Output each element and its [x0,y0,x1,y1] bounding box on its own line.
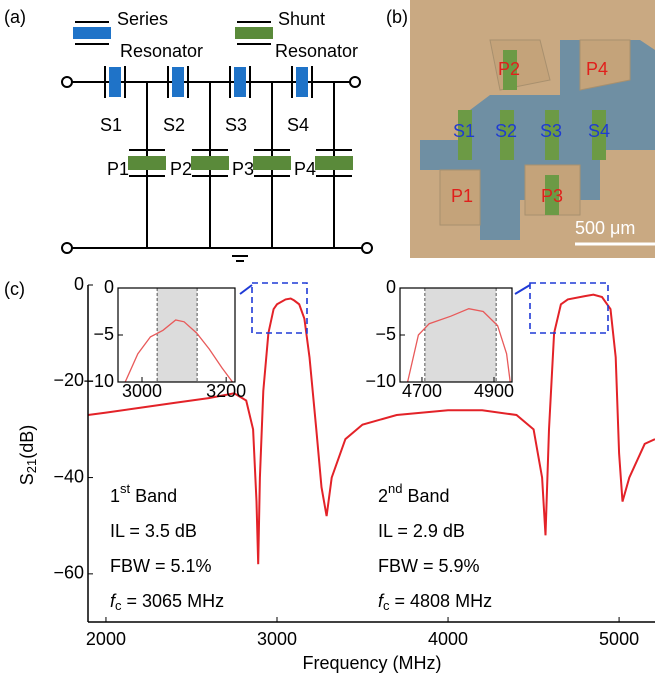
y-tick-label: −5 [93,324,114,344]
y-tick-label: −60 [53,563,84,583]
series-resonator [296,67,308,97]
shunt-resonator [191,156,229,170]
shunt-label: P4 [294,159,316,179]
y-tick-label: −40 [53,466,84,486]
micrograph-label: P1 [451,186,473,206]
annotation-part: Band [402,486,449,506]
annotation-part: Band [130,486,177,506]
series-label: S2 [163,115,185,135]
passband-shade [157,288,197,382]
y-tick-label: −5 [375,324,396,344]
annotation: FBW = 5.1% [110,556,212,576]
series-label: S3 [225,115,247,135]
micrograph-label: S2 [495,121,517,141]
annotation: fc = 4808 MHz [378,591,492,614]
annotation-part: = 4808 MHz [390,591,493,611]
shunt-resonator [253,156,291,170]
annotation-part: 1 [110,486,120,506]
zoom-box [530,283,608,333]
legend-text: Series [117,9,168,29]
shunt-resonator [315,156,353,170]
y-tick-label: 0 [74,274,84,294]
legend-text: Resonator [120,41,203,61]
annotation-part: nd [388,481,402,496]
y-tick-label: −10 [83,371,114,391]
micrograph-label: S1 [453,121,475,141]
y-tick-label: −20 [53,370,84,390]
figure: (a) Series Resonator Shunt Resonator (b)… [0,0,655,682]
shunt-label: P3 [232,159,254,179]
micrograph-label: S3 [540,121,562,141]
panel-label: (b) [386,7,408,27]
panel-label: (a) [4,7,26,27]
series-resonator [172,67,184,97]
shunt-label: P2 [170,159,192,179]
x-tick-label: 3200 [206,381,246,401]
shunt-label: P1 [107,159,129,179]
x-tick-label: 4700 [402,381,442,401]
micrograph-label: P2 [498,59,520,79]
y-axis-label: S21(dB) [17,425,40,486]
annotation-part: st [120,481,131,496]
micrograph-label: P3 [541,186,563,206]
zoom-arrow [240,285,252,294]
panel-label: (c) [4,279,25,299]
annotation: 2nd Band [378,481,450,505]
series-resonator [234,67,246,97]
x-tick-label: 3000 [122,381,162,401]
annotation: IL = 2.9 dB [378,521,465,541]
legend-text: Resonator [275,41,358,61]
x-tick-label: 3000 [257,629,297,649]
scale-bar-label: 500 μm [575,218,635,238]
passband-shade [425,288,496,382]
x-tick-label: 5000 [599,629,639,649]
annotation: FBW = 5.9% [378,556,480,576]
micrograph-label: S4 [588,121,610,141]
zoom-box [252,283,307,333]
annotation: fc = 3065 MHz [110,591,224,614]
x-tick-label: 4000 [428,629,468,649]
annotation-part: 2 [378,486,388,506]
chart: 0 −5 −10 4700 4900 [365,277,514,401]
annotation-part: = 3065 MHz [122,591,225,611]
x-axis-label: Frequency (MHz) [302,653,441,673]
annotation: 1st Band [110,481,177,505]
y-tick-label: −10 [365,371,396,391]
annotation: IL = 3.5 dB [110,521,197,541]
micrograph-label: P4 [586,59,608,79]
series-resonator [109,67,121,97]
legend-text: Shunt [278,9,325,29]
x-tick-label: 4900 [474,381,514,401]
x-tick-label: 2000 [86,629,126,649]
zoom-arrow [515,285,530,294]
series-label: S4 [287,115,309,135]
shunt-resonator [128,156,166,170]
y-tick-label: 0 [104,277,114,297]
chart: 0 −5 −10 3000 3200 [83,277,246,401]
y-tick-label: 0 [386,277,396,297]
series-label: S1 [100,115,122,135]
